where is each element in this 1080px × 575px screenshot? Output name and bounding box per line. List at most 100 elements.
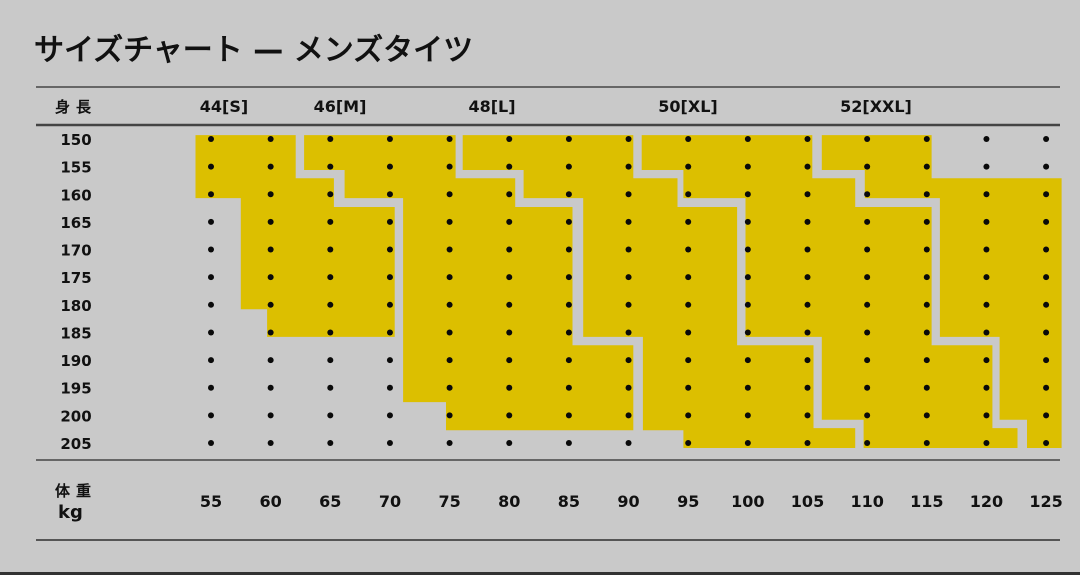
grid-dot xyxy=(864,274,871,281)
grid-dot xyxy=(208,384,214,391)
grid-dot xyxy=(565,136,572,142)
grid-dot xyxy=(1043,329,1050,336)
grid-dot xyxy=(267,136,274,142)
grid-dot xyxy=(983,191,990,198)
grid-dot xyxy=(864,439,871,446)
y-tick-label: 195 xyxy=(60,380,91,398)
grid-dot xyxy=(208,329,214,336)
grid-dot xyxy=(744,357,751,364)
grid-dot xyxy=(804,246,811,253)
grid-dot xyxy=(923,274,930,281)
grid-dot xyxy=(446,218,453,225)
grid-dot xyxy=(685,218,692,225)
x-axis-label: 体重 xyxy=(55,482,97,500)
grid-dot xyxy=(1043,136,1050,142)
grid-dot xyxy=(327,163,334,170)
y-tick-label: 190 xyxy=(60,352,91,370)
grid-dot xyxy=(625,136,632,142)
y-tick-label: 205 xyxy=(60,435,91,453)
grid-dot xyxy=(208,301,214,308)
grid-dot xyxy=(1043,218,1050,225)
grid-dot xyxy=(267,384,274,391)
grid-dot xyxy=(625,191,632,198)
grid-dot xyxy=(804,191,811,198)
grid-dot xyxy=(923,301,930,308)
grid-dot xyxy=(983,439,990,446)
grid-dot xyxy=(804,274,811,281)
grid-dot xyxy=(983,136,990,142)
grid-dot xyxy=(208,412,214,419)
grid-dot xyxy=(506,439,513,446)
grid-dot xyxy=(386,163,393,170)
grid-dot xyxy=(446,136,453,142)
grid-dot xyxy=(983,163,990,170)
x-axis-unit: kg xyxy=(58,502,83,523)
x-tick-label: 80 xyxy=(498,492,520,511)
x-tick-label: 60 xyxy=(260,492,282,511)
grid-dot xyxy=(744,439,751,446)
grid-dot xyxy=(923,136,930,142)
grid-dot xyxy=(923,412,930,419)
grid-dot xyxy=(386,218,393,225)
grid-dot xyxy=(506,357,513,364)
grid-dot xyxy=(983,301,990,308)
grid-dot xyxy=(446,384,453,391)
grid-dot xyxy=(446,439,453,446)
grid-dot xyxy=(923,163,930,170)
grid-dot xyxy=(685,301,692,308)
grid-dot xyxy=(804,412,811,419)
grid-dot xyxy=(864,136,871,142)
grid-dot xyxy=(565,274,572,281)
grid-dot xyxy=(565,439,572,446)
grid-dot xyxy=(685,163,692,170)
grid-dot xyxy=(923,218,930,225)
grid-dot xyxy=(685,357,692,364)
grid-dot xyxy=(327,439,334,446)
grid-dot xyxy=(744,136,751,142)
grid-dot xyxy=(625,218,632,225)
x-tick-label: 115 xyxy=(910,492,943,511)
grid-dot xyxy=(267,412,274,419)
grid-dot xyxy=(744,301,751,308)
grid-dot xyxy=(565,246,572,253)
grid-dot xyxy=(1043,412,1050,419)
grid-dot xyxy=(804,218,811,225)
grid-dot xyxy=(386,329,393,336)
x-tick-label: 55 xyxy=(200,492,222,511)
grid-dot xyxy=(446,301,453,308)
grid-dot xyxy=(1043,384,1050,391)
grid-dot xyxy=(506,218,513,225)
grid-dot xyxy=(685,274,692,281)
grid-dot xyxy=(625,329,632,336)
grid-dot xyxy=(744,329,751,336)
grid-dot xyxy=(864,412,871,419)
grid-dot xyxy=(327,274,334,281)
grid-dot xyxy=(685,191,692,198)
size-region-0 xyxy=(195,135,395,337)
grid-dot xyxy=(1043,246,1050,253)
size-label: 48[L] xyxy=(468,97,515,116)
y-tick-label: 170 xyxy=(60,242,91,260)
grid-dot xyxy=(685,384,692,391)
grid-dot xyxy=(804,384,811,391)
grid-dot xyxy=(386,246,393,253)
size-region-4 xyxy=(821,135,1062,448)
grid-dot xyxy=(565,329,572,336)
grid-dot xyxy=(804,136,811,142)
grid-dot xyxy=(565,412,572,419)
grid-dot xyxy=(625,357,632,364)
grid-dot xyxy=(208,274,214,281)
chart-title: サイズチャート — メンズタイツ xyxy=(34,33,473,68)
grid-dot xyxy=(1043,274,1050,281)
grid-dot xyxy=(267,357,274,364)
x-tick-label: 75 xyxy=(438,492,460,511)
y-axis-label: 身長 xyxy=(55,98,97,116)
grid-dot xyxy=(983,384,990,391)
grid-dot xyxy=(565,301,572,308)
grid-dot xyxy=(267,329,274,336)
grid-dot xyxy=(864,218,871,225)
grid-dot xyxy=(446,412,453,419)
grid-dot xyxy=(625,439,632,446)
x-tick-label: 65 xyxy=(319,492,341,511)
grid-dot xyxy=(1043,357,1050,364)
